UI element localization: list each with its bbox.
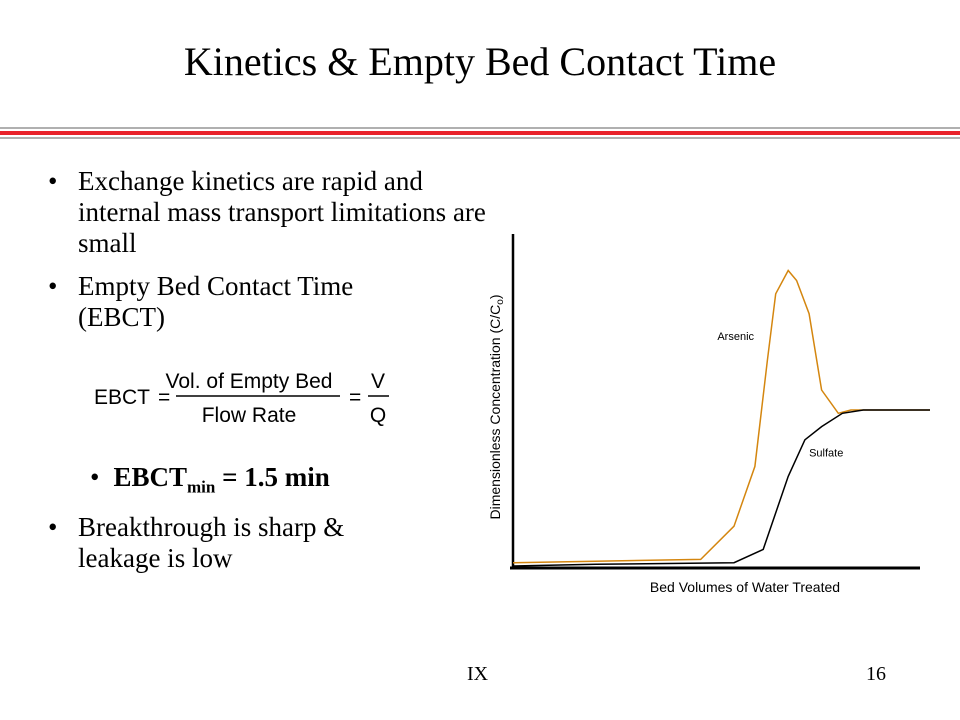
- bullet-item: • Empty Bed Contact Time (EBCT): [48, 271, 418, 333]
- series-label-sulfate: Sulfate: [809, 447, 843, 459]
- formula-equals-1: =: [158, 386, 170, 409]
- label-layer: Arsenic Sulfate: [717, 331, 843, 459]
- formula-numerator-1: Vol. of Empty Bed: [166, 370, 333, 393]
- series-label-arsenic: Arsenic: [717, 331, 754, 343]
- sub-bullet: • EBCTmin = 1.5 min: [90, 462, 330, 497]
- bullet-list-2: • Breakthrough is sharp & leakage is low: [48, 512, 468, 574]
- bullet-list: • Exchange kinetics are rapid and intern…: [48, 166, 498, 333]
- ebct-value: = 1.5 min: [215, 462, 330, 492]
- y-axis-label: Dimensionless Concentration (C/Co): [487, 295, 506, 520]
- y-axis-label-base: Dimensionless Concentration (C/C: [487, 305, 503, 520]
- series-line-sulfate: [512, 409, 930, 567]
- bullet-item: • Breakthrough is sharp & leakage is low: [48, 512, 428, 574]
- footer-section: IX: [467, 663, 489, 685]
- y-axis-label-subscript: o: [495, 299, 506, 305]
- bullet-item: • Exchange kinetics are rapid and intern…: [48, 166, 498, 259]
- bullet-dot: •: [48, 271, 58, 301]
- formula-lhs: EBCT: [94, 386, 150, 409]
- formula-denominator-1: Flow Rate: [202, 404, 297, 427]
- rule-gray-bottom: [0, 137, 960, 139]
- series-layer: [512, 269, 930, 567]
- ebct-subscript: min: [186, 477, 216, 497]
- bullet-text: Exchange kinetics are rapid and internal…: [78, 166, 486, 258]
- rule-gray-top: [0, 127, 960, 129]
- sub-bullet-dot: •: [90, 462, 100, 492]
- series-line-arsenic: [512, 269, 930, 564]
- ebct-formula: EBCT = Vol. of Empty Bed Flow Rate = V Q: [94, 370, 389, 427]
- slide-number: 16: [866, 663, 886, 685]
- breakthrough-chart: Bed Volumes of Water Treated Dimensionle…: [487, 234, 930, 595]
- bullet-dot: •: [48, 512, 58, 542]
- formula-numerator-2: V: [371, 370, 385, 393]
- formula-equals-2: =: [349, 386, 361, 409]
- ebct-label: EBCT: [113, 462, 187, 492]
- y-axis-label-end: ): [487, 295, 503, 300]
- x-axis-label: Bed Volumes of Water Treated: [650, 579, 840, 595]
- rule-red: [0, 131, 960, 135]
- slide-title: Kinetics & Empty Bed Contact Time: [183, 39, 777, 84]
- bullet-text: Empty Bed Contact Time (EBCT): [78, 271, 354, 332]
- formula-denominator-2: Q: [370, 404, 386, 427]
- bullet-dot: •: [48, 166, 58, 196]
- bullet-text: Breakthrough is sharp & leakage is low: [78, 512, 345, 573]
